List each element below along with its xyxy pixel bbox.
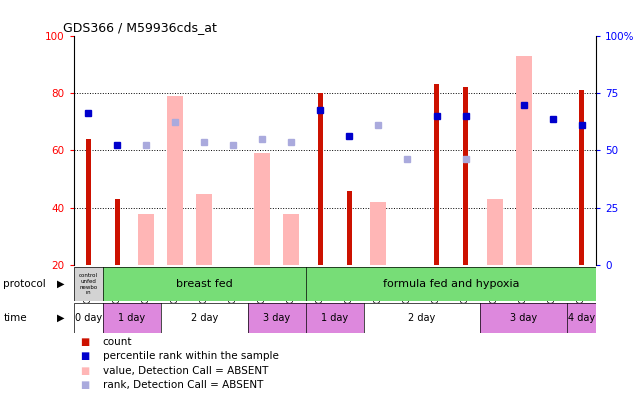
Bar bbox=[103, 303, 161, 333]
Text: 0 day: 0 day bbox=[74, 313, 102, 323]
Bar bbox=[370, 202, 387, 265]
Text: 3 day: 3 day bbox=[263, 313, 290, 323]
Text: percentile rank within the sample: percentile rank within the sample bbox=[103, 351, 278, 361]
Bar bbox=[434, 84, 439, 265]
Bar bbox=[318, 93, 323, 265]
Text: ■: ■ bbox=[80, 366, 89, 375]
Text: ■: ■ bbox=[80, 380, 89, 390]
Text: value, Detection Call = ABSENT: value, Detection Call = ABSENT bbox=[103, 366, 268, 375]
Bar bbox=[487, 199, 503, 265]
Bar bbox=[115, 199, 120, 265]
Text: time: time bbox=[3, 313, 27, 323]
Bar bbox=[306, 267, 596, 301]
Bar bbox=[167, 96, 183, 265]
Text: ▶: ▶ bbox=[57, 279, 65, 289]
Text: 2 day: 2 day bbox=[408, 313, 436, 323]
Bar bbox=[248, 303, 306, 333]
Text: protocol: protocol bbox=[3, 279, 46, 289]
Bar bbox=[74, 267, 103, 301]
Bar bbox=[364, 303, 480, 333]
Text: 2 day: 2 day bbox=[190, 313, 218, 323]
Bar bbox=[86, 139, 91, 265]
Text: control
unfed
newbo
rn: control unfed newbo rn bbox=[79, 273, 97, 295]
Text: 1 day: 1 day bbox=[321, 313, 349, 323]
Text: 4 day: 4 day bbox=[568, 313, 595, 323]
Bar bbox=[306, 303, 364, 333]
Text: 3 day: 3 day bbox=[510, 313, 537, 323]
Bar bbox=[103, 267, 306, 301]
Bar bbox=[567, 303, 596, 333]
Bar bbox=[480, 303, 567, 333]
Text: count: count bbox=[103, 337, 132, 347]
Text: GDS366 / M59936cds_at: GDS366 / M59936cds_at bbox=[63, 21, 217, 34]
Bar bbox=[196, 194, 212, 265]
Bar bbox=[283, 213, 299, 265]
Bar bbox=[347, 190, 352, 265]
Bar bbox=[74, 303, 103, 333]
Text: ■: ■ bbox=[80, 337, 89, 347]
Text: breast fed: breast fed bbox=[176, 279, 233, 289]
Text: rank, Detection Call = ABSENT: rank, Detection Call = ABSENT bbox=[103, 380, 263, 390]
Bar bbox=[161, 303, 248, 333]
Text: ▶: ▶ bbox=[57, 313, 65, 323]
Bar bbox=[463, 87, 468, 265]
Bar bbox=[254, 153, 271, 265]
Text: 1 day: 1 day bbox=[118, 313, 146, 323]
Bar bbox=[515, 56, 531, 265]
Text: formula fed and hypoxia: formula fed and hypoxia bbox=[383, 279, 519, 289]
Bar bbox=[138, 213, 154, 265]
Text: ■: ■ bbox=[80, 351, 89, 361]
Bar bbox=[579, 90, 584, 265]
